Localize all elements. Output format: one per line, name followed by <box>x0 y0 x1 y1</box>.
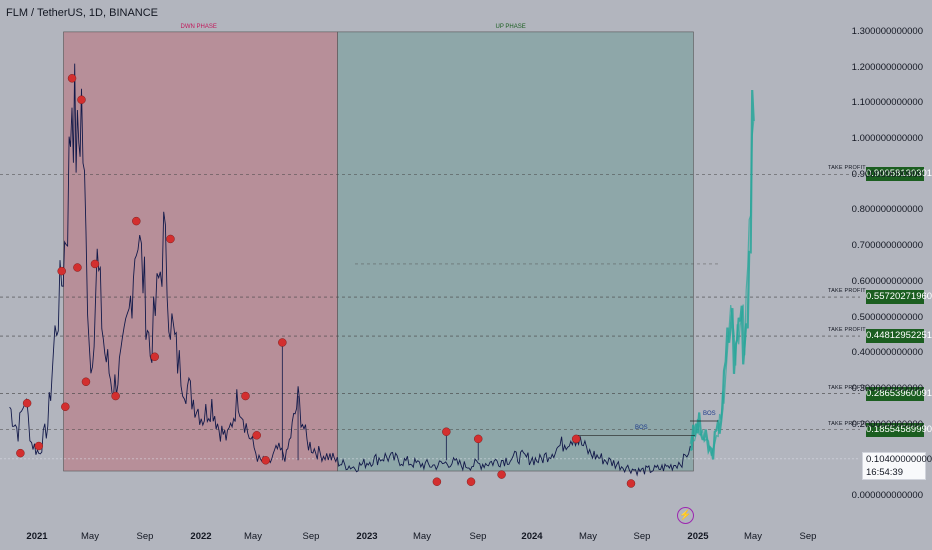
swing-marker <box>61 402 70 411</box>
swing-marker <box>67 74 77 83</box>
x-tick-label: May <box>413 531 431 542</box>
swing-marker <box>57 266 66 276</box>
phase-label: DWN PHASE <box>180 23 217 30</box>
take-profit-price: 0.557202719603 <box>866 290 932 305</box>
y-tick-label: 0.300000000000 <box>851 382 923 394</box>
swing-marker <box>16 448 25 458</box>
swing-marker <box>442 427 451 436</box>
y-tick-label: 0.000000000000 <box>851 490 923 501</box>
phase-zones <box>63 31 694 472</box>
swing-marker <box>132 216 141 226</box>
take-profit-price: 0.900581303018 <box>866 167 932 182</box>
take-profit-price: 0.448129522518 <box>866 329 932 344</box>
swing-marker <box>22 398 32 408</box>
x-tick-label: 2025 <box>687 531 709 542</box>
bos-lines <box>578 420 718 436</box>
swing-marker <box>252 431 261 440</box>
x-tick-label: 2023 <box>356 531 378 542</box>
take-profit-price: 0.185545899906 <box>866 422 932 437</box>
x-tick-label: 2021 <box>26 531 48 542</box>
y-tick-label: 1.200000000000 <box>851 61 923 73</box>
x-tick-label: Sep <box>633 531 651 542</box>
y-tick-label: 0.600000000000 <box>851 275 923 287</box>
take-profit-price: 0.286539600910 <box>866 386 932 401</box>
y-tick-label: 0.200000000000 <box>851 418 923 430</box>
x-tick-label: Sep <box>302 531 320 542</box>
current-price-value: 0.104000000000 <box>866 453 932 465</box>
y-tick-label: 1.000000000000 <box>851 133 923 144</box>
chart-title: FLM / TetherUS, 1D, BINANCE <box>6 7 159 19</box>
swing-marker <box>73 263 82 272</box>
x-tick-label: Sep <box>799 531 817 542</box>
swing-marker <box>34 441 44 451</box>
x-tick-label: May <box>244 531 262 542</box>
take-profit-label: TAKE PROFIT <box>828 420 866 427</box>
bar-countdown: 16:54:39 <box>866 466 903 478</box>
x-tick-label: 2022 <box>190 531 212 542</box>
x-tick-label: May <box>579 531 597 542</box>
swing-marker <box>77 95 86 104</box>
swing-marker <box>111 391 120 401</box>
y-tick-label: 0.500000000000 <box>851 311 923 323</box>
projection-series <box>689 89 755 460</box>
lightning-icon[interactable]: ⚡ <box>677 507 694 524</box>
swing-marker <box>278 338 287 347</box>
projection-line <box>689 121 755 456</box>
swing-marker <box>90 259 100 269</box>
swing-marker <box>81 377 91 387</box>
swing-marker <box>626 479 636 488</box>
swing-markers <box>16 74 636 488</box>
bos-label: BOS <box>703 411 716 418</box>
x-tick-label: Sep <box>469 531 487 542</box>
y-tick-label: 1.300000000000 <box>851 25 923 37</box>
y-tick-label: 1.100000000000 <box>851 97 923 109</box>
x-tick-label: May <box>744 531 762 542</box>
y-tick-label: 0.900000000000 <box>851 168 923 180</box>
take-profit-label: TAKE PROFIT <box>828 327 866 334</box>
take-profit-label: TAKE PROFIT <box>828 384 866 391</box>
bos-label: BOS <box>635 425 648 432</box>
swing-marker <box>473 434 483 444</box>
take-profit-label: TAKE PROFIT <box>828 165 866 172</box>
phase-zone <box>337 31 694 472</box>
current-price-box: 0.104000000000 16:54:39 <box>862 451 932 480</box>
y-tick-label: 0.400000000000 <box>851 347 923 359</box>
swing-marker <box>571 434 581 444</box>
phase-label: UP PHASE <box>495 23 526 30</box>
swing-marker <box>432 477 442 486</box>
swing-marker <box>466 477 476 486</box>
price-line <box>9 63 691 477</box>
x-tick-label: 2024 <box>521 531 543 542</box>
swing-marker <box>261 456 270 465</box>
phase-zone <box>63 31 338 472</box>
swing-marker <box>166 234 175 244</box>
x-tick-label: May <box>81 531 99 542</box>
y-tick-label: 0.700000000000 <box>851 240 923 252</box>
x-tick-label: Sep <box>136 531 154 542</box>
swing-marker <box>241 391 250 401</box>
swing-marker <box>150 352 159 362</box>
take-profit-label: TAKE PROFIT <box>828 288 866 295</box>
swing-marker <box>497 470 506 479</box>
y-tick-label: 0.800000000000 <box>851 204 923 216</box>
